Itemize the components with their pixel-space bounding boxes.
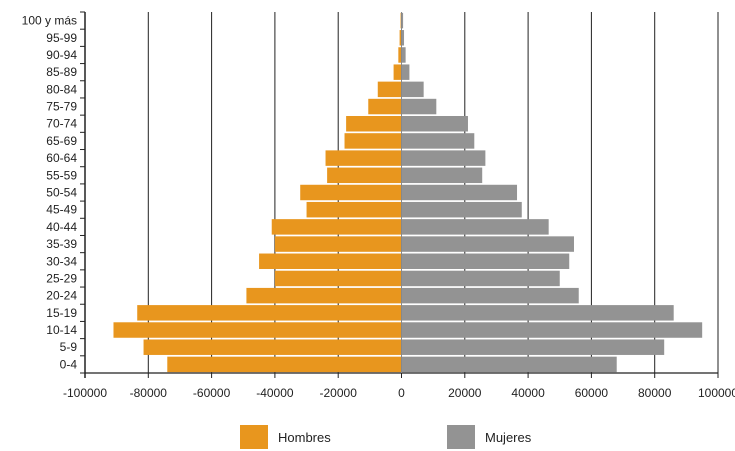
bar-mujeres-0 <box>401 12 404 29</box>
x-tick-label: -20000 <box>320 386 358 400</box>
bar-mujeres-20 <box>401 356 617 373</box>
x-tick-label: -40000 <box>256 386 294 400</box>
bar-mujeres-17 <box>401 305 674 321</box>
legend-label-hombres: Hombres <box>278 429 331 445</box>
bar-mujeres-14 <box>401 253 570 269</box>
x-tick-label: 20000 <box>448 386 482 400</box>
legend: Hombres Mujeres <box>0 425 735 451</box>
x-tick-label: 0 <box>398 386 405 400</box>
legend-item-hombres: Hombres <box>240 425 331 449</box>
bar-hombres-15 <box>274 270 402 287</box>
category-labels: 100 y más 95-99 90-94 85-89 80-84 75-79 70-74 6… <box>22 14 78 372</box>
category-label: 40-44 <box>46 220 77 234</box>
category-label: 90-94 <box>46 48 77 62</box>
category-label: 60-64 <box>46 151 77 165</box>
bar-mujeres-16 <box>401 287 579 304</box>
x-tick-label: 80000 <box>638 386 672 400</box>
bar-hombres-4 <box>377 81 402 98</box>
bar-mujeres-4 <box>401 81 424 98</box>
bar-mujeres-7 <box>401 133 475 149</box>
category-label: 80-84 <box>46 82 77 96</box>
x-tick-label: 100000 <box>698 386 735 400</box>
category-label: 15-19 <box>46 306 77 320</box>
legend-label-mujeres: Mujeres <box>485 429 532 445</box>
category-label: 95-99 <box>46 31 77 45</box>
axes <box>80 11 719 378</box>
bar-mujeres-19 <box>401 339 665 355</box>
bar-mujeres-1 <box>401 30 405 46</box>
bar-mujeres-5 <box>401 98 437 115</box>
category-label: 55-59 <box>46 168 77 182</box>
category-label: 5-9 <box>60 340 78 354</box>
bar-hombres-10 <box>300 184 402 201</box>
legend-item-mujeres: Mujeres <box>447 425 531 449</box>
bar-mujeres-6 <box>401 116 468 132</box>
x-tick-label: -60000 <box>193 386 231 400</box>
category-label: 20-24 <box>46 289 77 303</box>
legend-swatch-hombres <box>240 425 268 449</box>
bar-mujeres-18 <box>401 322 703 338</box>
bar-hombres-16 <box>246 287 402 304</box>
x-tick-labels: -100000 -80000 -60000 -40000 -20000 0 20000 400… <box>63 386 735 400</box>
category-label: 10-14 <box>46 323 77 337</box>
category-label: 0-4 <box>60 357 78 371</box>
bar-hombres-3 <box>393 64 402 80</box>
bar-hombres-8 <box>325 150 402 166</box>
bar-hombres-7 <box>344 133 402 149</box>
bar-hombres-9 <box>327 167 402 184</box>
x-tick-label: -100000 <box>63 386 107 400</box>
category-label: 70-74 <box>46 117 77 131</box>
bar-hombres-5 <box>368 98 402 115</box>
x-tick-label: -80000 <box>130 386 168 400</box>
bar-hombres-12 <box>271 219 402 235</box>
category-label: 45-49 <box>46 203 77 217</box>
category-label: 100 y más <box>22 14 77 28</box>
category-label: 65-69 <box>46 134 77 148</box>
bar-hombres-19 <box>143 339 402 355</box>
bar-mujeres-9 <box>401 167 483 184</box>
category-label: 35-39 <box>46 237 77 251</box>
bar-hombres-17 <box>137 305 402 321</box>
category-label: 30-34 <box>46 254 77 268</box>
bar-mujeres-3 <box>401 64 410 80</box>
bars <box>113 12 703 373</box>
bar-mujeres-11 <box>401 201 522 218</box>
category-label: 85-89 <box>46 65 77 79</box>
x-tick-label: 40000 <box>511 386 545 400</box>
bar-hombres-18 <box>113 322 402 338</box>
category-label: 50-54 <box>46 186 77 200</box>
bar-hombres-14 <box>259 253 402 269</box>
category-label: 75-79 <box>46 100 77 114</box>
bar-hombres-20 <box>167 356 402 373</box>
bar-hombres-11 <box>306 201 402 218</box>
legend-swatch-mujeres <box>447 425 475 449</box>
bar-mujeres-2 <box>401 47 406 63</box>
bar-mujeres-15 <box>401 270 560 287</box>
bar-hombres-13 <box>274 236 402 252</box>
bar-hombres-1 <box>399 30 402 46</box>
bar-mujeres-10 <box>401 184 518 201</box>
bar-mujeres-13 <box>401 236 574 252</box>
bar-mujeres-12 <box>401 219 549 235</box>
category-label: 25-29 <box>46 271 77 285</box>
bar-hombres-2 <box>398 47 402 63</box>
bar-hombres-6 <box>346 116 402 132</box>
bar-mujeres-8 <box>401 150 486 166</box>
x-tick-label: 60000 <box>575 386 609 400</box>
